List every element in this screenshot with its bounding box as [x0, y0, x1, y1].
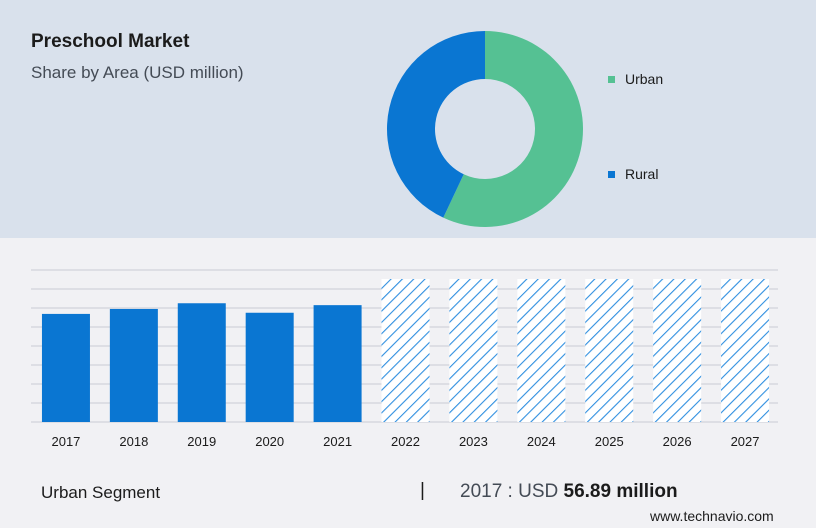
legend-swatch-urban [608, 75, 615, 83]
segment-value: 2017 : USD 56.89 million [460, 481, 678, 503]
bar-2020 [245, 312, 294, 422]
donut-chart [387, 31, 583, 227]
x-tick-label: 2022 [391, 434, 420, 449]
x-tick-label: 2021 [323, 434, 352, 449]
segment-value-amount: 56.89 million [563, 481, 678, 502]
forecast-bar-2022 [381, 279, 430, 422]
donut-slice-urban [443, 31, 583, 227]
chart-title: Preschool Market [31, 31, 190, 52]
bar-2018 [109, 308, 158, 422]
bar-2021 [313, 305, 362, 422]
x-tick-label: 2026 [663, 434, 692, 449]
bar-chart: 2017 2018 2019 2020 2021 2022 2023 2024 2025 2026… [31, 269, 778, 449]
legend-item-urban: Urban [608, 71, 663, 87]
bar-2017 [41, 313, 90, 422]
x-tick-label: 2027 [731, 434, 760, 449]
forecast-bar-2023 [449, 279, 498, 422]
x-tick-label: 2020 [255, 434, 284, 449]
x-tick-label: 2018 [119, 434, 148, 449]
donut-slice-rural [387, 31, 485, 218]
legend-swatch-rural [608, 170, 615, 178]
legend-item-rural: Rural [608, 166, 658, 182]
forecast-bar-2026 [653, 279, 702, 422]
segment-value-prefix: 2017 : USD [460, 481, 559, 502]
footer-separator: | [420, 480, 425, 501]
watermark: www.technavio.com [650, 508, 774, 524]
chart-subtitle: Share by Area (USD million) [31, 63, 244, 82]
x-tick-label: 2024 [527, 434, 556, 449]
segment-label: Urban Segment [41, 483, 161, 502]
forecast-bar-2025 [585, 279, 634, 422]
x-tick-label: 2023 [459, 434, 488, 449]
x-tick-label: 2017 [51, 434, 80, 449]
legend-label-urban: Urban [625, 71, 664, 87]
forecast-bar-2024 [517, 279, 566, 422]
bar-2019 [177, 303, 226, 422]
x-tick-label: 2019 [187, 434, 216, 449]
legend-label-rural: Rural [625, 166, 659, 182]
forecast-bar-2027 [721, 279, 770, 422]
x-tick-label: 2025 [595, 434, 624, 449]
